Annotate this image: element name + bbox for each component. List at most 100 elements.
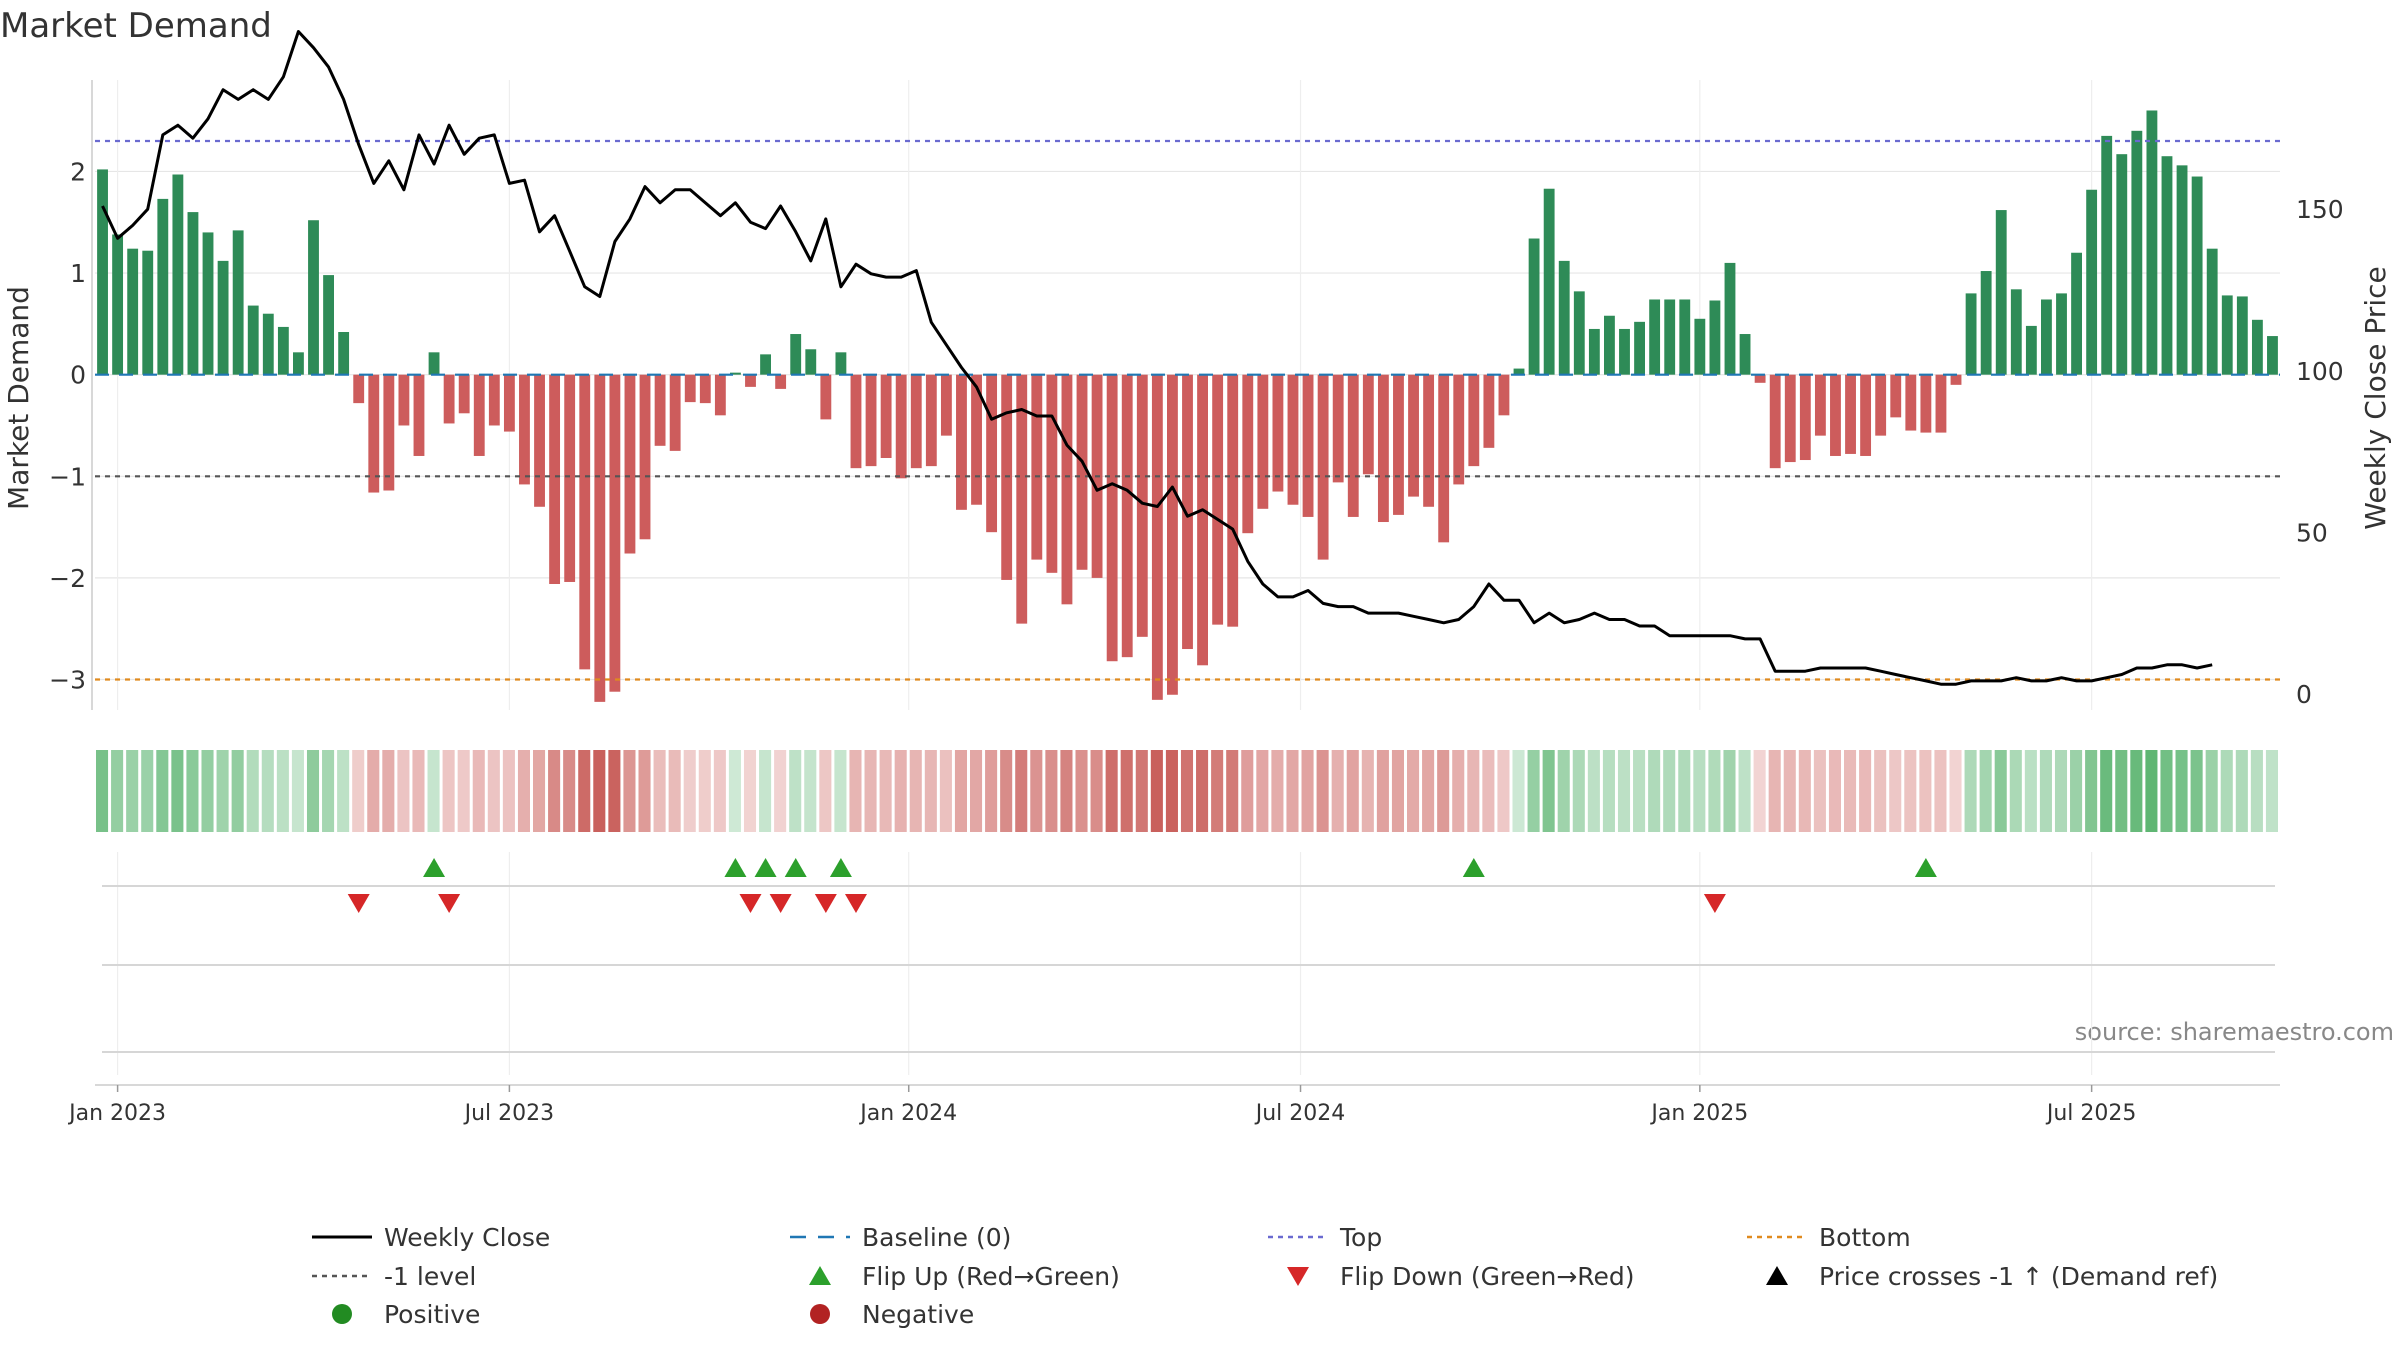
demand-bar-negative xyxy=(1242,374,1254,534)
demand-bar-negative xyxy=(1905,374,1917,431)
heat-strip-cell xyxy=(487,750,500,832)
y-tick-label-right: 0 xyxy=(2296,680,2312,709)
demand-bar-negative xyxy=(609,374,621,692)
y-axis-label-left: Market Demand xyxy=(2,286,35,510)
demand-bar-positive xyxy=(2146,110,2158,375)
heat-strip-cell xyxy=(2070,750,2083,832)
demand-bar-negative xyxy=(1453,374,1465,485)
demand-bar-negative xyxy=(986,374,998,533)
demand-bar-negative xyxy=(1182,374,1193,650)
y-tick-label-right: 100 xyxy=(2296,357,2344,386)
y-tick-label-left: −3 xyxy=(49,666,86,695)
demand-bar-positive xyxy=(1679,299,1691,375)
demand-bar-negative xyxy=(1016,374,1028,624)
heat-strip-cell xyxy=(1391,750,1404,832)
heat-strip-cell xyxy=(1256,750,1269,832)
flip-down-marker xyxy=(814,894,837,913)
heat-strip-cell xyxy=(2024,750,2037,832)
heat-strip-cell xyxy=(276,750,289,832)
demand-bar-negative xyxy=(895,374,907,479)
legend: Weekly Close Baseline (0) Top Bottom -1 leve… xyxy=(312,1223,2218,1329)
demand-bar-negative xyxy=(820,374,832,420)
demand-bar-negative xyxy=(473,374,485,456)
heat-strip-cell xyxy=(563,750,576,832)
demand-bar-positive xyxy=(112,234,124,375)
demand-bar-negative xyxy=(1498,374,1510,416)
y-tick-label-left: 0 xyxy=(70,361,86,390)
demand-bar-negative xyxy=(534,374,545,507)
heat-strip-cell xyxy=(1361,750,1374,832)
heat-strip-cell xyxy=(879,750,892,832)
demand-bar-negative xyxy=(865,374,877,467)
heat-strip-cell xyxy=(517,750,530,832)
heat-strip-cell xyxy=(653,750,666,832)
demand-bar-positive xyxy=(217,260,229,375)
demand-bar-negative xyxy=(1227,374,1239,627)
heat-strip-cell xyxy=(427,750,440,832)
heat-strip-cell xyxy=(1919,750,1932,832)
heat-strip-cell xyxy=(789,750,802,832)
heat-strip-cell xyxy=(1120,750,1133,832)
heat-strip-cell xyxy=(141,750,154,832)
heat-strip-cell xyxy=(1949,750,1962,832)
demand-bar-negative xyxy=(850,374,862,469)
demand-bar-negative xyxy=(775,374,787,389)
demand-bar-negative xyxy=(1754,374,1766,383)
demand-bar-negative xyxy=(1799,374,1811,461)
heat-strip-cell xyxy=(126,750,139,832)
heat-strip-cell xyxy=(1663,750,1676,832)
legend-item-baseline: Baseline (0) xyxy=(790,1223,1011,1252)
demand-bar-positive xyxy=(2116,154,2128,375)
x-tick-label: Jan 2024 xyxy=(858,1101,957,1126)
heat-strip-cell xyxy=(1889,750,1902,832)
heat-strip-cell xyxy=(1135,750,1148,832)
demand-bar-negative xyxy=(398,374,410,426)
heat-strip-cell xyxy=(1753,750,1766,832)
x-tick-label: Jul 2023 xyxy=(463,1101,555,1126)
demand-bar-negative xyxy=(443,374,455,424)
flip-events-panel xyxy=(102,858,2275,1053)
demand-bar-negative xyxy=(1257,374,1269,509)
heat-strip-cell xyxy=(156,750,169,832)
demand-bar-positive xyxy=(2041,299,2052,375)
heat-strip-cell xyxy=(1045,750,1058,832)
demand-bar-negative xyxy=(971,374,982,505)
demand-bar-negative xyxy=(1920,374,1932,433)
heat-strip-cell xyxy=(2130,750,2143,832)
heat-strip-cell xyxy=(1602,750,1615,832)
heat-strip-cell xyxy=(412,750,425,832)
demand-bar-positive xyxy=(1513,368,1525,375)
demand-bar-positive xyxy=(1634,321,1645,375)
demand-bar-positive xyxy=(127,248,139,375)
demand-bar-negative xyxy=(669,374,681,451)
heat-strip-cell xyxy=(1844,750,1857,832)
heat-strip-cell xyxy=(924,750,937,832)
heat-strip-cell xyxy=(759,750,772,832)
demand-bar-negative xyxy=(1031,374,1043,560)
heat-strip-cell xyxy=(1286,750,1299,832)
demand-bar-negative xyxy=(1408,374,1419,497)
heat-strip-cell xyxy=(1422,750,1435,832)
demand-bar-positive xyxy=(805,349,817,375)
heat-strip-cell xyxy=(2175,750,2188,832)
demand-bar-positive xyxy=(1619,328,1630,375)
heat-strip-cell xyxy=(322,750,335,832)
heat-strip-cell xyxy=(1768,750,1781,832)
demand-bar-negative xyxy=(564,374,576,582)
demand-bar-negative xyxy=(1136,374,1148,637)
heat-strip-cell xyxy=(216,750,229,832)
demand-bar-positive xyxy=(2025,325,2037,375)
demand-bar-negative xyxy=(1845,374,1856,454)
demand-bar-negative xyxy=(684,374,696,403)
demand-bar-negative xyxy=(1287,374,1299,505)
heat-strip-cell xyxy=(1301,750,1314,832)
heat-strip-cell xyxy=(1150,750,1163,832)
demand-bar-positive xyxy=(835,352,847,375)
demand-bar-positive xyxy=(2161,156,2173,375)
heat-strip-cell xyxy=(1271,750,1284,832)
heat-strip-cell xyxy=(1964,750,1977,832)
heat-strip-cell xyxy=(337,750,350,832)
heat-strip-cell xyxy=(1030,750,1043,832)
legend-label: Top xyxy=(1339,1223,1382,1252)
demand-bar-positive xyxy=(2191,176,2203,375)
